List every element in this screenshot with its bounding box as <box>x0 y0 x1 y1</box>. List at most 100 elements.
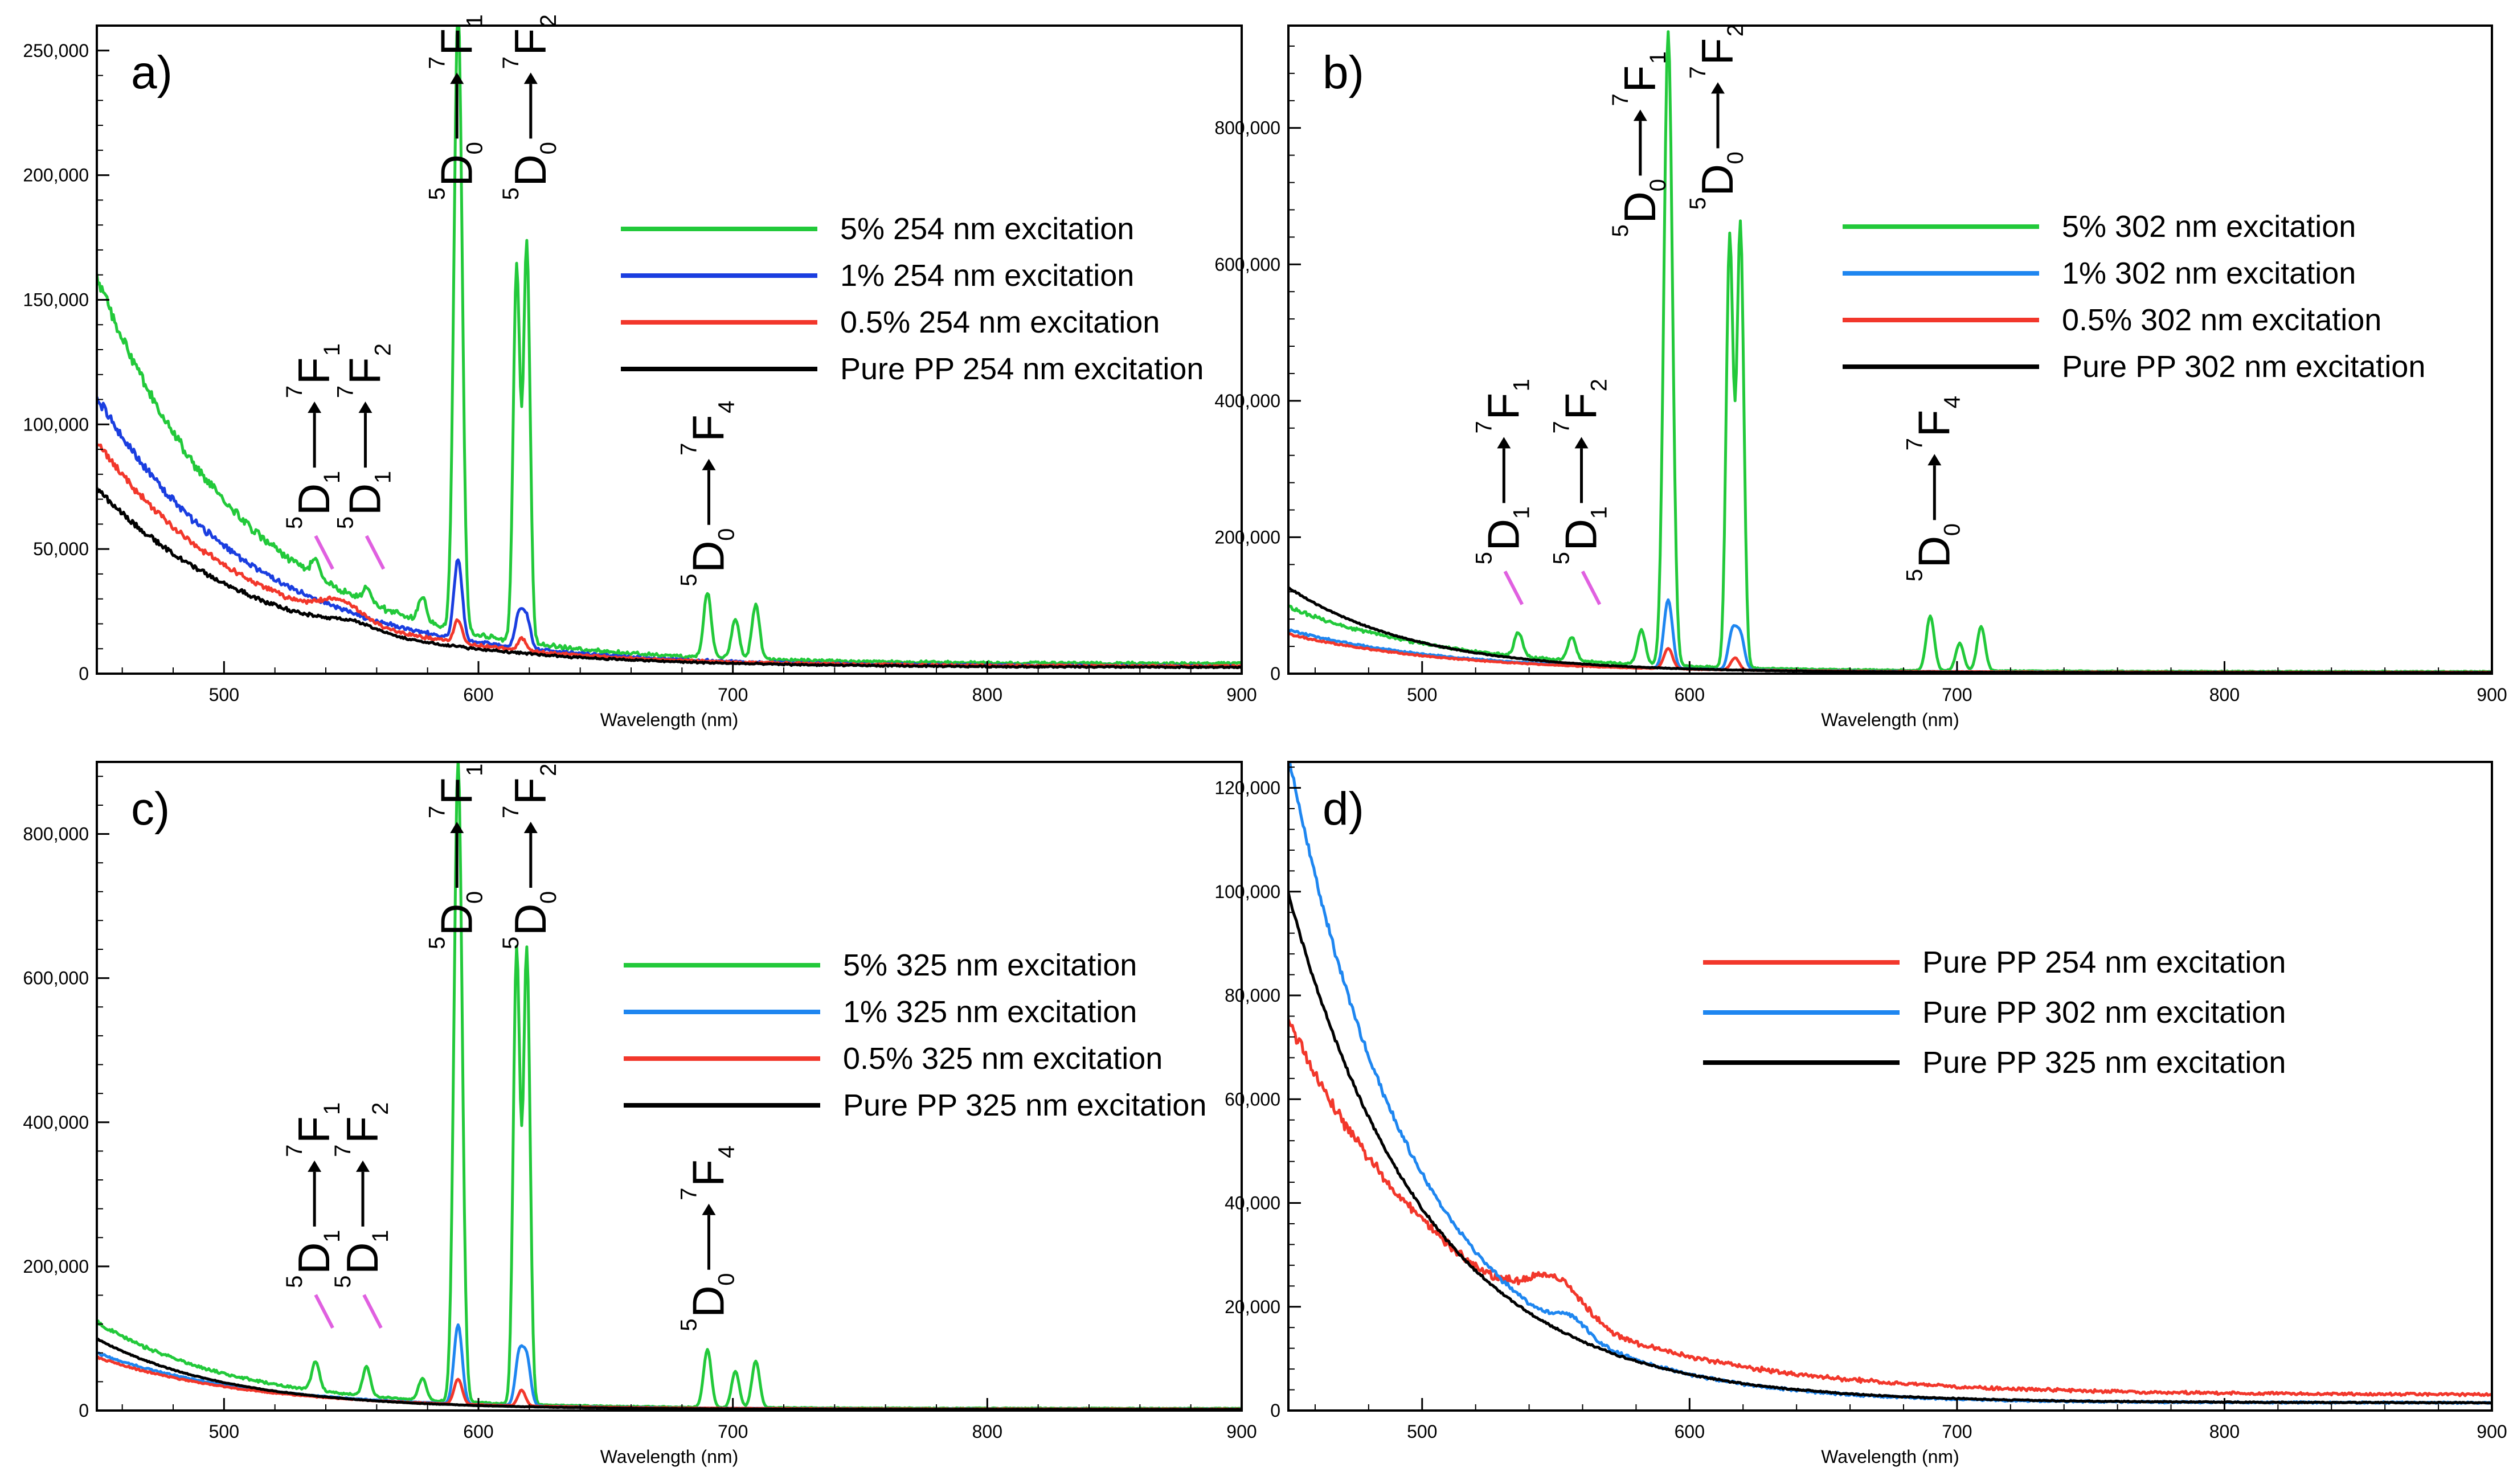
annotation-sup: 5 <box>330 1276 355 1288</box>
annotation-sup: 7 <box>498 56 523 69</box>
panel-label: b) <box>1323 47 1364 99</box>
annotation-sup: 5 <box>1902 569 1927 581</box>
series-line-c-1 <box>97 1323 1242 1411</box>
legend-label: Pure PP 325 nm excitation <box>1922 1046 2286 1080</box>
annotation-term: F <box>1692 38 1742 65</box>
y-tick-label: 150,000 <box>23 289 89 310</box>
y-tick-label: 20,000 <box>1225 1297 1280 1317</box>
series-line-d-2 <box>1288 892 2492 1405</box>
annotation-arrow-head <box>1633 109 1647 121</box>
legend-label: Pure PP 302 nm excitation <box>1922 995 2286 1030</box>
y-tick-label: 100,000 <box>1214 882 1280 902</box>
y-tick-label: 200,000 <box>1214 527 1280 547</box>
x-tick-label: 900 <box>2477 1421 2507 1442</box>
legend-label: 0.5% 254 nm excitation <box>840 305 1160 339</box>
annotation-sub: 1 <box>462 764 487 776</box>
annotation-sup: 5 <box>1549 552 1574 564</box>
x-tick-label: 800 <box>972 684 1002 705</box>
y-tick-label: 40,000 <box>1225 1193 1280 1214</box>
annotation-term: D <box>505 904 555 936</box>
annotation-term: D <box>339 483 390 515</box>
annotation-sub: 0 <box>1939 523 1964 536</box>
series-line-d-1 <box>1288 762 2492 1405</box>
x-tick-label: 700 <box>718 1421 748 1442</box>
annotation-sub: 0 <box>536 142 561 154</box>
annotation-sup: 5 <box>282 1276 307 1288</box>
x-axis-label: Wavelength (nm) <box>1821 1446 1959 1467</box>
annotation-arrow-head <box>1710 82 1725 94</box>
annotation-arrow-head <box>358 401 373 413</box>
annotation-sup: 7 <box>333 386 358 398</box>
annotation-pointer <box>314 1294 334 1329</box>
annotation-sup: 7 <box>424 806 449 818</box>
annotation-term: D <box>1692 164 1742 196</box>
annotation-term: F <box>683 1159 733 1187</box>
annotation-term: F <box>289 357 339 384</box>
annotation-pointer <box>1503 570 1524 605</box>
annotation-sup: 7 <box>1549 421 1574 433</box>
annotation-term: F <box>431 777 481 805</box>
annotation-sup: 7 <box>1902 438 1927 450</box>
x-axis-label: Wavelength (nm) <box>1821 710 1959 730</box>
panel-d: 0 20,000 40,000 60,000 80,000 100,000 120,000 5… <box>1214 761 2507 1467</box>
annotation-term: D <box>431 154 481 186</box>
y-tick-label: 800,000 <box>1214 118 1280 138</box>
legend-label: 1% 325 nm excitation <box>843 995 1137 1029</box>
plot-frame <box>96 761 1243 1412</box>
x-tick-label: 800 <box>2209 1421 2240 1442</box>
annotation-sup: 5 <box>282 516 307 529</box>
y-tick-label: 80,000 <box>1225 985 1280 1006</box>
annotation-term: F <box>431 28 481 56</box>
x-tick-label: 900 <box>1226 1421 1256 1442</box>
annotation-pointer <box>362 1294 383 1329</box>
annotation-sup: 5 <box>1685 197 1710 210</box>
annotation-arrow-head <box>450 822 464 834</box>
legend-label: Pure PP 254 nm excitation <box>1922 945 2286 979</box>
annotation-sub: 2 <box>536 14 561 27</box>
annotation-sup: 7 <box>282 386 307 398</box>
annotation-term: D <box>289 483 339 515</box>
y-tick-label: 120,000 <box>1214 778 1280 798</box>
annotation-term: F <box>339 357 390 384</box>
annotation-sub: 0 <box>714 1273 739 1286</box>
series-line-a-2 <box>97 443 1242 669</box>
transition-annotation: 5D0 7F1 <box>424 764 487 949</box>
x-tick-label: 800 <box>972 1421 1002 1442</box>
x-tick-label: 900 <box>1226 684 1256 705</box>
annotation-sup: 5 <box>498 187 523 200</box>
annotation-sub: 1 <box>368 1230 393 1243</box>
annotation-term: D <box>337 1243 387 1274</box>
annotation-sup: 5 <box>424 187 449 200</box>
panel-label: a) <box>131 47 173 99</box>
annotation-sub: 1 <box>320 1102 345 1115</box>
annotation-sup: 5 <box>676 574 701 587</box>
annotation-pointer <box>365 535 386 570</box>
x-tick-label: 900 <box>2477 684 2507 705</box>
y-tick-label: 800,000 <box>23 824 89 845</box>
legend-label: Pure PP 302 nm excitation <box>2062 350 2425 384</box>
annotation-sup: 7 <box>676 1188 701 1200</box>
annotation-sub: 0 <box>714 528 739 541</box>
annotation-arrow-head <box>308 401 322 413</box>
annotation-term: F <box>289 1116 339 1143</box>
x-tick-label: 700 <box>1942 1421 1972 1442</box>
series-line-a-0 <box>97 26 1242 666</box>
annotation-sup: 7 <box>1608 93 1633 106</box>
panel-label: d) <box>1323 783 1364 835</box>
annotation-sub: 2 <box>1587 379 1612 391</box>
annotation-term: D <box>505 154 555 186</box>
annotation-arrow-head <box>1574 437 1589 449</box>
legend-label: 5% 254 nm excitation <box>840 212 1134 246</box>
annotation-sup: 5 <box>498 937 523 949</box>
y-tick-label: 400,000 <box>23 1112 89 1133</box>
legend-label: Pure PP 254 nm excitation <box>840 352 1204 386</box>
y-tick-label: 600,000 <box>23 968 89 989</box>
plot-frame <box>1287 24 2493 675</box>
